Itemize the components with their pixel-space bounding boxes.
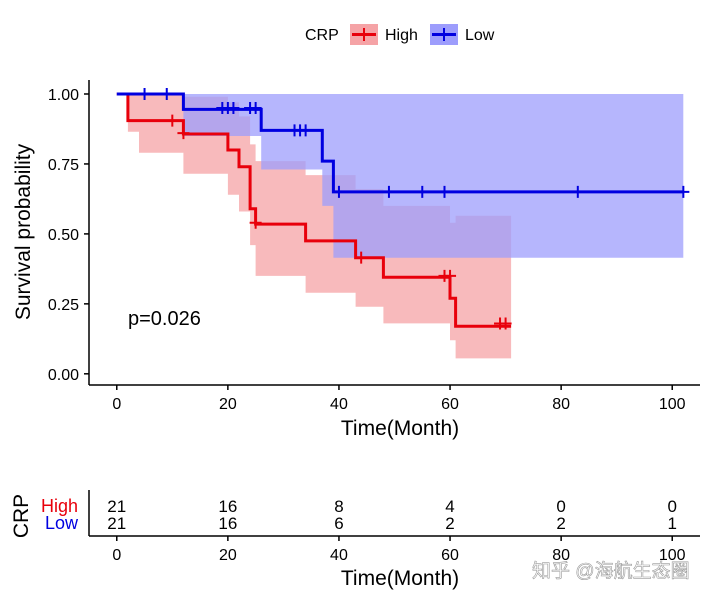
censor-mark-high-7 (499, 317, 512, 330)
y-axis-title: Survival probability (12, 143, 35, 320)
censor-mark-high-5 (444, 269, 457, 282)
risk-cell-high-5: 0 (667, 497, 676, 516)
y-ticks: 0.00 0.25 0.50 0.75 1.00 (48, 87, 89, 384)
censor-mark-low-15 (677, 185, 690, 198)
risk-x-ticks: 0 20 40 60 80 100 (112, 536, 686, 564)
legend-title: CRP (305, 27, 339, 44)
ci-band-high (116, 94, 512, 359)
censor-mark-low-12 (416, 185, 429, 198)
watermark: 知乎 @海航生态圈 (532, 560, 690, 582)
legend: CRP High Low (305, 24, 495, 45)
censor-mark-high-2 (249, 216, 262, 229)
risk-row-label-high: High (41, 496, 78, 516)
y-tick-label-3: 0.75 (48, 157, 79, 174)
p-value-annotation: p=0.026 (128, 308, 201, 330)
risk-cell-low-1: 16 (218, 514, 237, 533)
x-tick-label-0: 0 (112, 396, 121, 413)
risk-cell-high-4: 0 (556, 497, 565, 516)
risk-x-tick-label-2: 40 (330, 547, 348, 564)
y-tick-label-4: 1.00 (48, 87, 79, 104)
x-tick-label-4: 80 (552, 396, 570, 413)
censor-mark-low-0 (138, 87, 151, 100)
risk-cell-high-3: 4 (445, 497, 454, 516)
legend-high-label: High (385, 27, 418, 44)
censor-mark-low-6 (249, 101, 262, 114)
legend-low-label: Low (465, 27, 495, 44)
censor-mark-low-9 (299, 124, 312, 137)
risk-cell-low-2: 6 (334, 514, 343, 533)
risk-x-tick-label-5: 100 (659, 547, 686, 564)
censor-mark-high-0 (166, 114, 179, 127)
x-tick-label-2: 40 (330, 396, 348, 413)
ci-band-low (116, 94, 684, 258)
risk-x-tick-label-4: 80 (552, 547, 570, 564)
censor-mark-low-13 (438, 185, 451, 198)
risk-cells: 21 16 8 4 0 021 16 6 2 2 1 (107, 497, 677, 533)
x-axis-title: Time(Month) (341, 417, 459, 440)
km-plot: 0.00 0.25 0.50 0.75 1.00 0 20 40 60 80 100 Surviv… (12, 80, 700, 440)
risk-cell-low-3: 2 (445, 514, 454, 533)
censor-mark-low-4 (227, 101, 240, 114)
risk-cell-low-4: 2 (556, 514, 565, 533)
risk-table: CRP High Low 21 16 8 4 0 021 16 6 2 2 1 0 20 40 60 80 1… (10, 490, 700, 590)
ci-layer (116, 94, 684, 359)
risk-x-tick-label-1: 20 (219, 547, 237, 564)
x-tick-label-5: 100 (659, 396, 686, 413)
y-tick-label-2: 0.50 (48, 227, 79, 244)
risk-cell-high-2: 8 (334, 497, 343, 516)
censor-mark-low-1 (160, 87, 173, 100)
y-tick-label-1: 0.25 (48, 297, 79, 314)
risk-x-axis-title: Time(Month) (341, 567, 459, 590)
censor-mark-low-11 (382, 185, 395, 198)
risk-x-tick-label-3: 60 (441, 547, 459, 564)
risk-table-ylabel: CRP (10, 494, 33, 538)
risk-cell-low-0: 21 (107, 514, 126, 533)
risk-cell-high-0: 21 (107, 497, 126, 516)
censor-mark-low-10 (332, 185, 345, 198)
risk-row-label-low: Low (45, 513, 79, 533)
risk-x-tick-label-0: 0 (112, 547, 121, 564)
x-tick-label-1: 20 (219, 396, 237, 413)
x-ticks: 0 20 40 60 80 100 (112, 385, 686, 413)
x-tick-label-3: 60 (441, 396, 459, 413)
censor-mark-high-1 (177, 127, 190, 140)
risk-cell-low-5: 1 (667, 514, 676, 533)
censor-mark-low-14 (571, 185, 584, 198)
censor-layer (138, 87, 690, 330)
risk-cell-high-1: 16 (218, 497, 237, 516)
censor-mark-high-3 (355, 251, 368, 264)
y-tick-label-0: 0.00 (48, 367, 79, 384)
